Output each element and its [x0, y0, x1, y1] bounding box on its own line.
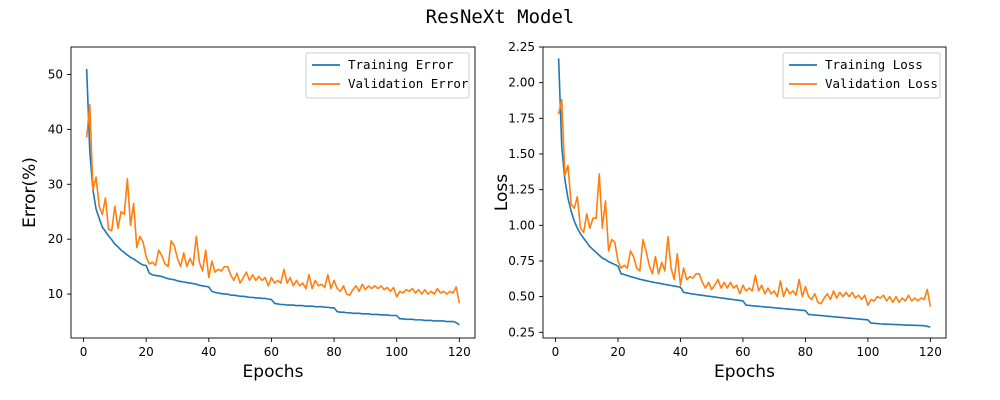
error-x-axis-label: Epochs [243, 362, 304, 382]
error-legend-label: Validation Error [348, 76, 469, 91]
error-x-tick-label: 120 [448, 345, 471, 359]
error-axes-frame [70, 46, 476, 339]
loss-chart: 0 20 40 60 80 100 120 0.25 0.50 0.75 1.00 1.25 1.50 1… [492, 40, 947, 382]
error-y-tick-label: 30 [48, 177, 63, 191]
error-y-axis-label: Error(%) [20, 157, 40, 228]
loss-legend: Training Loss Validation Loss [782, 52, 941, 99]
loss-y-tick-label: 1.75 [508, 111, 535, 125]
loss-x-axis-label: Epochs [714, 362, 775, 382]
error-legend-box [305, 52, 470, 99]
loss-series-line-1 [557, 98, 932, 307]
error-series-line-1 [85, 103, 461, 304]
loss-x-tick-label: 0 [552, 345, 560, 359]
error-y-tick-label: 40 [48, 122, 63, 136]
error-legend-label: Training Error [348, 57, 454, 72]
error-chart: 0 20 40 60 80 100 120 10 20 30 40 50 Epochs Error(%) T… [20, 46, 476, 382]
error-series-line-0 [85, 68, 460, 326]
loss-y-tick-label: 2.25 [508, 40, 535, 54]
loss-legend-box [782, 52, 941, 99]
loss-y-tick-label: 0.25 [508, 325, 535, 339]
loss-legend-label: Validation Loss [825, 76, 938, 91]
loss-y-tick-label: 1.50 [508, 147, 535, 161]
error-x-tick-label: 20 [139, 345, 154, 359]
loss-x-tick-label: 40 [673, 345, 688, 359]
error-x-tick-label: 40 [201, 345, 216, 359]
error-y-tick-label: 50 [48, 67, 63, 81]
loss-series-line-0 [557, 58, 931, 329]
loss-x-tick-label: 120 [919, 345, 942, 359]
error-y-tick-label: 10 [48, 287, 63, 301]
loss-x-tick-label: 80 [798, 345, 813, 359]
loss-legend-label: Training Loss [825, 57, 923, 72]
loss-y-tick-label: 1.00 [508, 218, 535, 232]
error-x-tick-label: 100 [385, 345, 408, 359]
loss-y-tick-label: 2.00 [508, 76, 535, 90]
loss-x-tick-label: 20 [610, 345, 625, 359]
loss-x-tick-label: 100 [856, 345, 879, 359]
figure-title: ResNeXt Model [426, 6, 575, 28]
loss-y-axis-label: Loss [492, 174, 512, 211]
error-legend: Training Error Validation Error [305, 52, 470, 99]
error-x-tick-label: 80 [326, 345, 341, 359]
error-x-tick-label: 0 [80, 345, 88, 359]
error-y-tick-label: 20 [48, 232, 63, 246]
loss-y-tick-label: 0.50 [508, 290, 535, 304]
loss-axes-frame [542, 46, 947, 339]
error-x-tick-label: 60 [264, 345, 279, 359]
loss-y-tick-label: 1.25 [508, 183, 535, 197]
loss-x-tick-label: 60 [735, 345, 750, 359]
loss-y-tick-label: 0.75 [508, 254, 535, 268]
